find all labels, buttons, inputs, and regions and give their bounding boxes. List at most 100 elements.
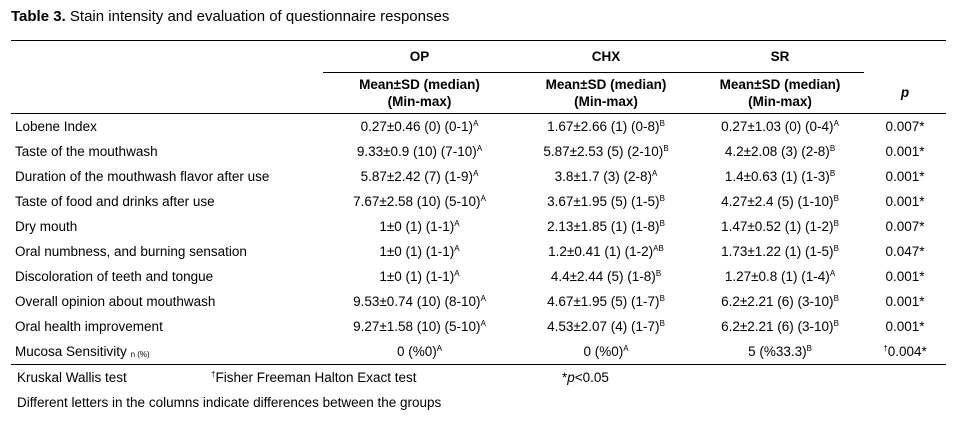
stat-header-line2: (Min-max)	[387, 93, 452, 109]
group-letter: A	[480, 293, 486, 303]
cell-value: 1±0 (1) (1-1)	[379, 268, 455, 284]
cell-value: 4.67±1.95 (5) (1-7)	[547, 293, 660, 309]
stat-header-row: Mean±SD (median) (Min-max) Mean±SD (media…	[11, 72, 946, 114]
cell-value: 3.8±1.7 (3) (2-8)	[554, 168, 653, 184]
cell-chx: 3.67±1.95 (5) (1-5)B	[516, 189, 696, 214]
table-row: Oral numbness, and burning sensation 1±0 …	[11, 239, 946, 264]
row-label-text: Taste of food and drinks after use	[15, 193, 215, 209]
stat-header-sr: Mean±SD (median) (Min-max)	[696, 72, 864, 114]
cell-value: 1.2±0.41 (1) (1-2)	[548, 243, 654, 259]
row-label: Dry mouth	[11, 214, 323, 239]
cell-sr: 1.73±1.22 (1) (1-5)B	[696, 239, 864, 264]
row-label: Taste of the mouthwash	[11, 139, 323, 164]
p-value: 0.001*	[864, 164, 946, 189]
p-value-text: 0.001*	[885, 193, 925, 209]
table-row: Lobene Index 0.27±0.46 (0) (0-1)A 1.67±2.6…	[11, 113, 946, 139]
group-letter: B	[663, 143, 669, 153]
cell-chx: 5.87±2.53 (5) (2-10)B	[516, 139, 696, 164]
p-value-text: 0.007*	[885, 118, 925, 134]
cell-chx: 4.67±1.95 (5) (1-7)B	[516, 289, 696, 314]
row-label-text: Overall opinion about mouthwash	[15, 293, 216, 309]
cell-op: 1±0 (1) (1-1)A	[323, 214, 516, 239]
row-label: Mucosa Sensitivity n (%)	[11, 338, 323, 365]
footnote-kruskal: Kruskal Wallis test	[17, 370, 127, 385]
group-letter: B	[833, 193, 839, 203]
cell-chx: 3.8±1.7 (3) (2-8)A	[516, 164, 696, 189]
group-header-chx: CHX	[516, 40, 696, 73]
p-value-header: p	[864, 72, 946, 114]
group-letter: B	[659, 218, 665, 228]
group-letter: A	[476, 143, 483, 153]
cell-chx: 4.4±2.44 (5) (1-8)B	[516, 264, 696, 289]
group-letter: AB	[653, 243, 664, 253]
cell-value: 0 (%0)	[583, 343, 624, 359]
group-letter: B	[829, 143, 836, 153]
footnote-row-tests: Kruskal Wallis test †Fisher Freeman Halt…	[17, 370, 609, 385]
group-letter: B	[659, 293, 665, 303]
cell-sr: 4.27±2.4 (5) (1-10)B	[696, 189, 864, 214]
header-blank-p-cell	[864, 40, 946, 72]
cell-value: 5 (%33.3)	[748, 343, 807, 359]
cell-value: 1.47±0.52 (1) (1-2)	[721, 218, 834, 234]
cell-op: 5.87±2.42 (7) (1-9)A	[323, 164, 516, 189]
group-letter: B	[833, 318, 839, 328]
dagger-mark: †	[883, 343, 888, 353]
cell-chx: 1.2±0.41 (1) (1-2)AB	[516, 239, 696, 264]
stat-header-line2: (Min-max)	[748, 93, 812, 109]
footnote-significance: *p<0.05	[562, 370, 609, 385]
cell-op: 0 (%0)A	[323, 338, 516, 365]
group-header-row: OP CHX SR	[11, 40, 946, 73]
cell-op: 0.27±0.46 (0) (0-1)A	[323, 113, 516, 139]
group-header-op: OP	[323, 40, 516, 73]
p-value: 0.001*	[864, 189, 946, 214]
group-letter: A	[473, 168, 479, 178]
group-letter: B	[655, 268, 662, 278]
cell-op: 1±0 (1) (1-1)A	[323, 239, 516, 264]
cell-value: 1.4±0.63 (1) (1-3)	[724, 168, 830, 184]
cell-value: 1.67±2.66 (1) (0-8)	[547, 118, 660, 134]
group-letter: A	[480, 318, 486, 328]
stat-header-line2: (Min-max)	[574, 93, 638, 109]
row-label-unit: n (%)	[130, 349, 150, 359]
cell-sr: 0.27±1.03 (0) (0-4)A	[696, 113, 864, 139]
table-title: Stain intensity and evaluation of questi…	[65, 8, 450, 25]
cell-value: 4.4±2.44 (5) (1-8)	[550, 268, 656, 284]
group-letter: B	[833, 243, 839, 253]
header-blank-cell-2	[11, 72, 323, 114]
header-blank-cell	[11, 40, 323, 72]
group-letter: A	[473, 118, 479, 128]
footnote-letters: Different letters in the columns indicat…	[17, 395, 442, 410]
p-value: 0.001*	[864, 264, 946, 289]
row-label-text: Lobene Index	[15, 118, 97, 134]
dagger-mark: †	[211, 370, 216, 379]
group-letter: B	[659, 318, 665, 328]
cell-op: 9.27±1.58 (10) (5-10)A	[323, 314, 516, 339]
table-row: Overall opinion about mouthwash 9.53±0.74…	[11, 289, 946, 314]
p-value-text: 0.007*	[885, 218, 925, 234]
group-letter: A	[833, 118, 839, 128]
p-value-text: 0.004*	[887, 343, 927, 359]
significance-threshold: <0.05	[574, 370, 609, 385]
table-row: Dry mouth 1±0 (1) (1-1)A 2.13±1.85 (1) (1-…	[11, 214, 946, 239]
group-letter: A	[454, 218, 460, 228]
table-caption: Table 3. Stain intensity and evaluation …	[11, 8, 449, 25]
asterisk-mark: *	[562, 370, 568, 385]
stat-header-op: Mean±SD (median) (Min-max)	[323, 72, 516, 114]
cell-op: 9.53±0.74 (10) (8-10)A	[323, 289, 516, 314]
group-letter: A	[829, 268, 836, 278]
cell-sr: 1.4±0.63 (1) (1-3)B	[696, 164, 864, 189]
cell-value: 1±0 (1) (1-1)	[379, 218, 455, 234]
cell-op: 7.67±2.58 (10) (5-10)A	[323, 189, 516, 214]
stat-header-chx: Mean±SD (median) (Min-max)	[516, 72, 696, 114]
cell-value: 2.13±1.85 (1) (1-8)	[547, 218, 660, 234]
row-label-text: Taste of the mouthwash	[15, 143, 158, 159]
table-row: Taste of the mouthwash 9.33±0.9 (10) (7-1…	[11, 139, 946, 164]
p-value: 0.047*	[864, 239, 946, 264]
cell-value: 7.67±2.58 (10) (5-10)	[353, 193, 481, 209]
group-letter: A	[454, 243, 460, 253]
row-label-text: Oral numbness, and burning sensation	[15, 243, 247, 259]
cell-value: 0 (%0)	[396, 343, 437, 359]
group-letter: B	[659, 118, 665, 128]
cell-value: 5.87±2.53 (5) (2-10)	[543, 143, 664, 159]
p-value: 0.007*	[864, 113, 946, 139]
